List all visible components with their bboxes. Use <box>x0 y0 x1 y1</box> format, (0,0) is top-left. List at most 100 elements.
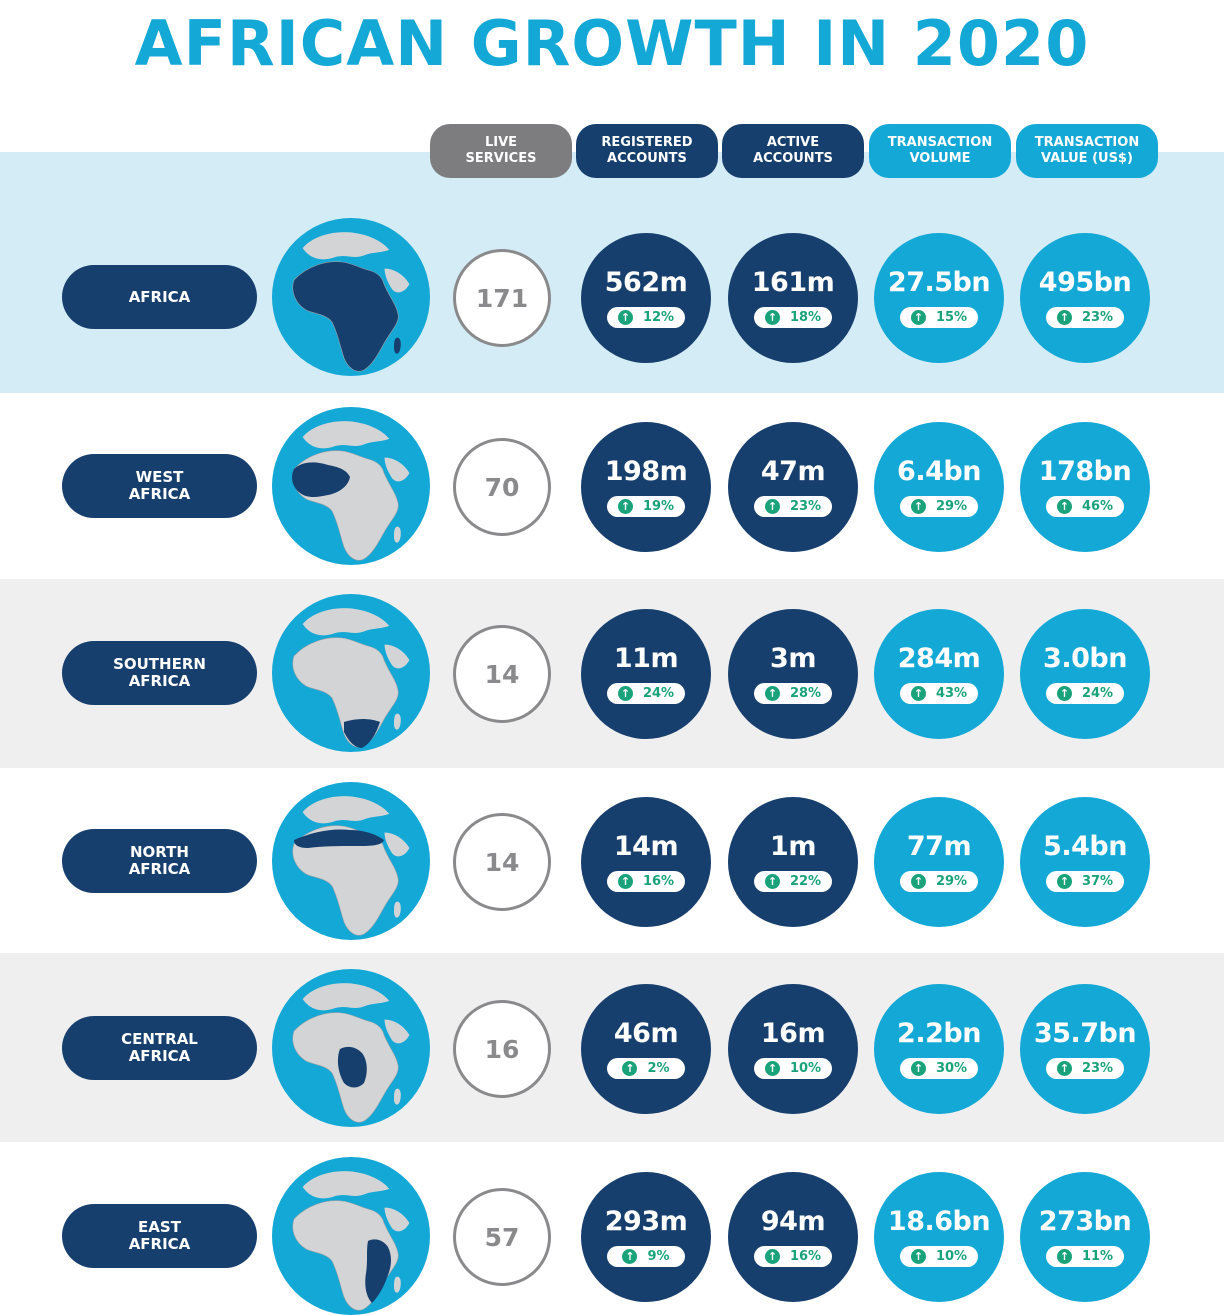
growth-percent: 37% <box>1081 874 1114 889</box>
active-accounts-stat: 1m ↑ 22% <box>728 797 858 927</box>
arrow-up-icon: ↑ <box>1056 1249 1072 1264</box>
growth-percent: 2% <box>647 1061 670 1076</box>
growth-percent: 10% <box>789 1061 822 1076</box>
stat-value: 46m <box>613 1018 679 1049</box>
live-services-count: 171 <box>453 249 551 347</box>
growth-badge: ↑ 24% <box>1046 683 1124 704</box>
live-services-count: 70 <box>453 438 551 536</box>
active-accounts-stat: 16m ↑ 10% <box>728 984 858 1114</box>
transaction-value-stat: 495bn ↑ 23% <box>1020 233 1150 363</box>
live-services-count: 14 <box>453 813 551 911</box>
transaction-value-stat: 3.0bn ↑ 24% <box>1020 609 1150 739</box>
growth-percent: 18% <box>789 310 822 325</box>
stat-value: 2.2bn <box>897 1018 981 1049</box>
growth-badge: ↑ 16% <box>754 1246 832 1267</box>
arrow-up-icon: ↑ <box>622 1249 638 1264</box>
stat-value: 284m <box>897 643 981 674</box>
stat-value: 47m <box>760 456 826 487</box>
arrow-up-icon: ↑ <box>764 874 780 889</box>
stat-value: 178bn <box>1038 456 1132 487</box>
region-label: EAST AFRICA <box>62 1204 257 1268</box>
growth-percent: 15% <box>935 310 968 325</box>
page-title: AFRICAN GROWTH IN 2020 <box>134 7 1090 80</box>
growth-badge: ↑ 30% <box>900 1058 978 1079</box>
arrow-up-icon: ↑ <box>910 499 926 514</box>
growth-badge: ↑ 10% <box>900 1246 978 1267</box>
header-transaction-value: TRANSACTION VALUE (US$) <box>1016 124 1158 178</box>
stat-value: 273bn <box>1038 1206 1132 1237</box>
growth-badge: ↑ 15% <box>900 307 978 328</box>
growth-badge: ↑ 24% <box>607 683 685 704</box>
growth-badge: ↑ 12% <box>607 307 685 328</box>
growth-badge: ↑ 23% <box>1046 1058 1124 1079</box>
stat-value: 6.4bn <box>897 456 981 487</box>
growth-percent: 16% <box>789 1249 822 1264</box>
region-label: SOUTHERN AFRICA <box>62 641 257 705</box>
growth-percent: 30% <box>935 1061 968 1076</box>
transaction-volume-stat: 77m ↑ 29% <box>874 797 1004 927</box>
growth-percent: 9% <box>647 1249 670 1264</box>
stat-value: 94m <box>760 1206 826 1237</box>
arrow-up-icon: ↑ <box>1056 1061 1072 1076</box>
transaction-volume-stat: 2.2bn ↑ 30% <box>874 984 1004 1114</box>
stat-value: 5.4bn <box>1043 831 1127 862</box>
growth-percent: 23% <box>789 499 822 514</box>
stat-value: 77m <box>906 831 972 862</box>
growth-badge: ↑ 22% <box>754 871 832 892</box>
header-registered-accounts: REGISTERED ACCOUNTS <box>576 124 718 178</box>
africa-globe-icon <box>272 594 430 752</box>
growth-badge: ↑ 2% <box>607 1058 685 1079</box>
growth-percent: 11% <box>1081 1249 1114 1264</box>
arrow-up-icon: ↑ <box>764 1061 780 1076</box>
live-services-count: 16 <box>453 1000 551 1098</box>
growth-percent: 12% <box>642 310 675 325</box>
live-services-count: 14 <box>453 625 551 723</box>
stat-value: 11m <box>613 643 679 674</box>
arrow-up-icon: ↑ <box>617 874 633 889</box>
active-accounts-stat: 161m ↑ 18% <box>728 233 858 363</box>
growth-badge: ↑ 10% <box>754 1058 832 1079</box>
growth-badge: ↑ 46% <box>1046 496 1124 517</box>
arrow-up-icon: ↑ <box>764 499 780 514</box>
stat-value: 3.0bn <box>1043 643 1127 674</box>
africa-globe-icon <box>272 1157 430 1315</box>
transaction-value-stat: 178bn ↑ 46% <box>1020 422 1150 552</box>
registered-accounts-stat: 14m ↑ 16% <box>581 797 711 927</box>
growth-badge: ↑ 29% <box>900 871 978 892</box>
growth-percent: 46% <box>1081 499 1114 514</box>
arrow-up-icon: ↑ <box>622 1061 638 1076</box>
growth-badge: ↑ 18% <box>754 307 832 328</box>
transaction-value-stat: 273bn ↑ 11% <box>1020 1172 1150 1302</box>
active-accounts-stat: 94m ↑ 16% <box>728 1172 858 1302</box>
arrow-up-icon: ↑ <box>910 686 926 701</box>
stat-value: 3m <box>770 643 816 674</box>
registered-accounts-stat: 293m ↑ 9% <box>581 1172 711 1302</box>
active-accounts-stat: 47m ↑ 23% <box>728 422 858 552</box>
growth-badge: ↑ 23% <box>754 496 832 517</box>
growth-percent: 24% <box>1081 686 1114 701</box>
stat-value: 18.6bn <box>887 1206 991 1237</box>
arrow-up-icon: ↑ <box>617 686 633 701</box>
transaction-value-stat: 5.4bn ↑ 37% <box>1020 797 1150 927</box>
arrow-up-icon: ↑ <box>910 874 926 889</box>
stat-value: 495bn <box>1038 267 1132 298</box>
registered-accounts-stat: 46m ↑ 2% <box>581 984 711 1114</box>
stat-value: 562m <box>604 267 688 298</box>
stat-value: 35.7bn <box>1033 1018 1137 1049</box>
growth-badge: ↑ 29% <box>900 496 978 517</box>
growth-percent: 24% <box>642 686 675 701</box>
live-services-count: 57 <box>453 1188 551 1286</box>
region-label: NORTH AFRICA <box>62 829 257 893</box>
growth-percent: 28% <box>789 686 822 701</box>
africa-globe-icon <box>272 407 430 565</box>
registered-accounts-stat: 198m ↑ 19% <box>581 422 711 552</box>
header-transaction-volume: TRANSACTION VOLUME <box>869 124 1011 178</box>
growth-percent: 23% <box>1081 1061 1114 1076</box>
growth-percent: 29% <box>935 874 968 889</box>
transaction-volume-stat: 6.4bn ↑ 29% <box>874 422 1004 552</box>
arrow-up-icon: ↑ <box>910 310 926 325</box>
arrow-up-icon: ↑ <box>617 499 633 514</box>
growth-badge: ↑ 43% <box>900 683 978 704</box>
growth-percent: 19% <box>642 499 675 514</box>
registered-accounts-stat: 11m ↑ 24% <box>581 609 711 739</box>
